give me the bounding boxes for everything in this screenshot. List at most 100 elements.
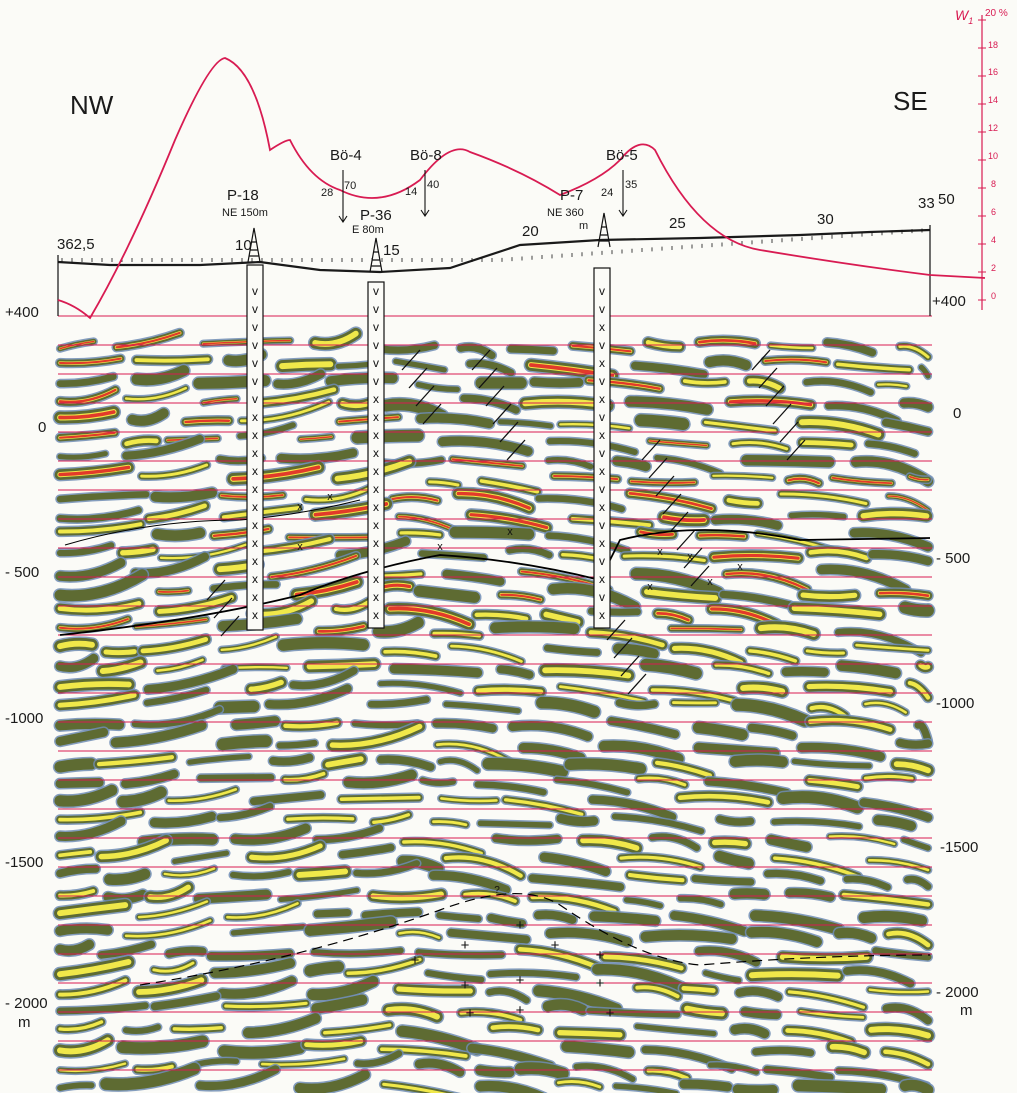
station-label-20: 20 [522,223,539,240]
reflection-peak [115,331,181,349]
well-arrow-head [618,209,628,217]
reflection-core [715,815,755,826]
reflection-core [325,372,398,387]
reflection-core [210,958,296,978]
reflection-core [692,722,748,741]
reflection-amplitude [671,645,744,666]
well-lithology-symbol: x [373,590,379,604]
reflection-core [210,581,280,592]
reflection-amplitude [152,961,195,973]
reflection-amplitude [543,611,581,625]
well-lithology-symbol: v [252,338,258,352]
reflection-core [640,929,737,945]
depth-right-minus2000: - 2000 [936,984,979,1001]
fault-tick [220,615,240,637]
fault-tick [613,637,633,659]
reflection-amplitude [557,1080,602,1089]
depth-right-minus1500: -1500 [940,839,979,856]
reflection-core [781,667,829,677]
reflection-amplitude [385,1006,440,1020]
reflection-peak [662,515,706,523]
reflection-amplitude [876,383,908,388]
well-columns [246,264,611,631]
well-column [246,264,264,631]
well-name-bo5: Bö-5 [606,147,638,164]
reflection-amplitude [475,687,544,695]
reflection-amplitude [432,820,468,827]
reflection-core [588,795,677,821]
reflection-core [899,601,934,617]
reflection-amplitude [249,843,323,861]
reflection-amplitude [580,837,640,851]
reflection-core [508,720,593,741]
reflection-core [475,1065,515,1078]
reflection-core [914,721,932,745]
reflection-amplitude [450,644,523,663]
reflection-core [393,358,447,373]
reflection-amplitude [346,957,422,975]
well-lithology-symbol: v [599,410,605,424]
reflection-amplitude [883,1049,931,1067]
reflection-amplitude [809,704,847,719]
fault-tick [213,597,233,619]
reflection-core [230,869,292,880]
reflection-peak [231,465,321,481]
fault-tick [506,439,526,461]
w1-tick-18: 18 [988,40,999,50]
station-end-label: 33 [918,195,935,212]
reflection-core [598,740,684,765]
reflection-core [122,434,204,460]
well-lithology-symbol: v [252,356,258,370]
reflection-amplitude [339,795,421,801]
fault-tick [492,403,512,425]
reflection-core [703,970,742,983]
reflection-core [611,813,705,835]
reflection-peak [630,480,696,484]
depth-left-minus2000: - 2000 [5,995,48,1012]
reflection-amplitude [256,387,337,406]
well-lithology-symbol: x [599,392,605,406]
reflection-amplitude [808,717,893,732]
reflection-core [899,1079,934,1093]
reflection-core [117,786,167,808]
reflection-amplitude [855,643,930,652]
reflection-amplitude [296,868,349,878]
reflection-core [150,487,218,503]
reflection-amplitude [828,834,896,846]
reflection-amplitude [157,595,234,614]
reflection-amplitude [224,1001,308,1009]
reflection-amplitude [248,679,284,692]
reflection-core [55,939,95,956]
reflection-amplitude [57,640,95,650]
reflection-core [416,413,494,429]
reflection-amplitude [748,649,798,663]
well-lithology-symbol: x [373,482,379,496]
well-arrow-head [338,215,348,223]
well-lithology-symbol: x [252,410,258,424]
reflection-amplitude [800,440,854,448]
cross-symbol: x [327,491,333,503]
reflection-core [122,1024,161,1034]
reflection-amplitude [399,531,442,537]
reflection-core [55,653,99,673]
reflection-core [546,437,638,456]
well-lithology-symbol: x [252,608,258,622]
fault-tick [401,349,421,371]
reflection-amplitude [868,858,930,872]
reflection-amplitude [773,856,860,879]
reflection-amplitude [370,891,444,901]
horizon-base-neogene [59,529,931,636]
reflection-amplitude [740,684,786,695]
reflection-core [573,1063,636,1082]
reflection-core [313,908,352,918]
reflection-core [771,818,862,830]
reflection-amplitude [57,692,137,708]
fault-tick [627,673,647,695]
fault-tick [415,385,435,407]
reflection-amplitude [712,839,748,847]
well-lithology-symbol: x [373,572,379,586]
reflection-amplitude [806,683,893,695]
reflection-core [490,621,580,635]
reflection-core [447,928,531,944]
reflection-amplitude [836,362,911,372]
